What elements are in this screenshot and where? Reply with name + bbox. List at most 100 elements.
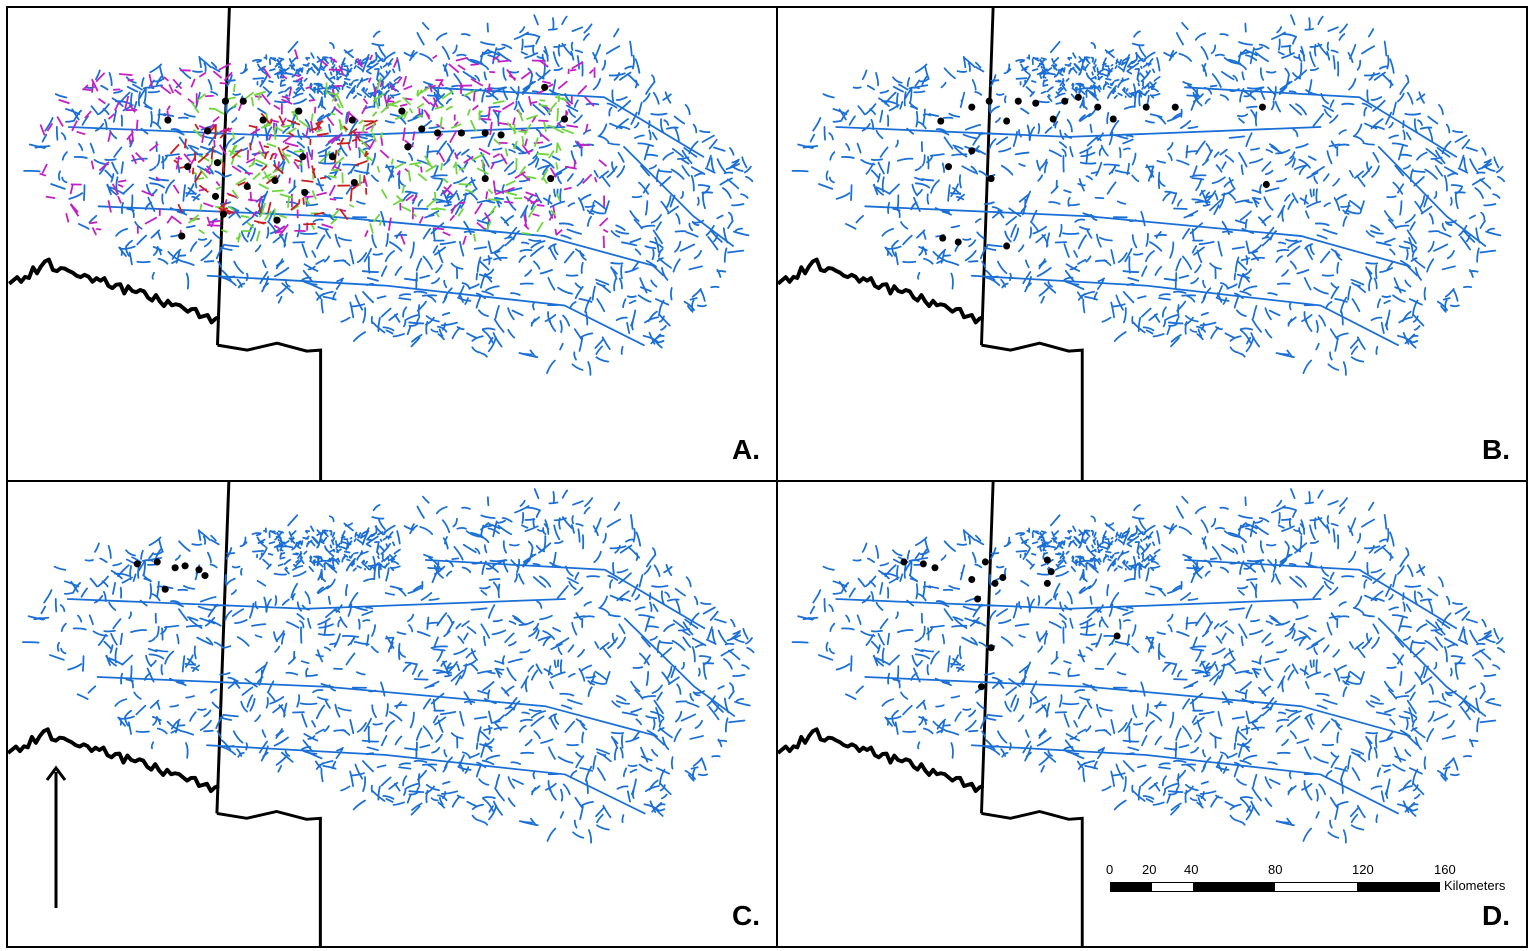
- occurrence-point: [987, 644, 995, 652]
- occurrence-point: [271, 176, 279, 185]
- occurrence-point: [259, 116, 267, 124]
- occurrence-point: [1061, 97, 1069, 105]
- occurrence-point: [1014, 97, 1022, 105]
- scale-bar-segments: [1110, 882, 1440, 892]
- occurrence-point: [153, 558, 161, 566]
- occurrence-point: [273, 216, 281, 224]
- occurrence-point: [213, 159, 222, 167]
- occurrence-point: [954, 238, 962, 246]
- occurrence-point: [968, 575, 976, 583]
- occurrence-point: [1043, 579, 1051, 587]
- scale-tick-120: 120: [1352, 862, 1374, 877]
- occurrence-point: [161, 585, 169, 593]
- occurrence-point: [919, 560, 927, 568]
- occurrence-point: [974, 595, 982, 603]
- scale-bar: 0 20 40 80 120 160 Kilometers: [1104, 862, 1524, 902]
- occurrence-point: [348, 116, 356, 124]
- scale-tick-20: 20: [1142, 862, 1157, 877]
- occurrence-point: [1094, 103, 1102, 111]
- scale-segment: [1193, 883, 1275, 891]
- occurrence-point: [937, 117, 945, 125]
- scale-segment: [1111, 883, 1152, 891]
- occurrence-point: [945, 163, 953, 171]
- occurrence-point: [133, 560, 141, 568]
- stream-category-green: [187, 77, 575, 243]
- map-panel-b: B.: [776, 6, 1528, 482]
- occurrence-point: [1113, 632, 1121, 640]
- occurrence-point: [181, 562, 189, 570]
- occurrence-point: [221, 97, 229, 105]
- occurrence-point: [457, 129, 465, 137]
- occurrence-point: [1171, 103, 1179, 111]
- occurrence-point: [977, 683, 985, 691]
- map-panel-c: C.: [6, 480, 778, 948]
- scale-segment: [1275, 883, 1357, 891]
- occurrence-point: [1003, 242, 1011, 250]
- stream-category-red: [169, 112, 378, 226]
- occurrence-point: [195, 566, 203, 574]
- stream-category-magenta: [39, 49, 609, 249]
- scale-segment: [1152, 883, 1193, 891]
- scale-segment: [1357, 883, 1439, 891]
- occurrence-point: [1032, 99, 1040, 107]
- occurrence-point: [350, 178, 358, 187]
- occurrence-point: [481, 174, 489, 183]
- occurrence-point: [219, 210, 227, 218]
- map-panel-d: D.: [776, 480, 1528, 948]
- panel-label-b: B.: [1482, 434, 1510, 465]
- occurrence-point: [1109, 115, 1117, 123]
- occurrence-point: [301, 188, 309, 197]
- panel-label-a: A.: [732, 434, 760, 465]
- occurrence-point: [1142, 103, 1150, 111]
- occurrence-point: [999, 574, 1007, 582]
- occurrence-point: [211, 192, 220, 200]
- occurrence-point: [328, 153, 337, 161]
- occurrence-point: [560, 115, 569, 123]
- scale-tick-40: 40: [1184, 862, 1199, 877]
- north-arrow-icon: [45, 765, 67, 908]
- occurrence-point: [1262, 180, 1270, 189]
- panel-label-c: C.: [732, 900, 760, 931]
- occurrence-point: [1047, 568, 1055, 576]
- scale-tick-80: 80: [1268, 862, 1283, 877]
- occurrence-point: [404, 143, 412, 151]
- occurrence-point: [239, 97, 247, 105]
- occurrence-point: [418, 125, 426, 133]
- scale-tick-0: 0: [1106, 862, 1114, 877]
- occurrence-point: [991, 579, 999, 587]
- stream-map-b: [778, 8, 1506, 480]
- occurrence-point: [243, 182, 251, 191]
- occurrence-point: [171, 564, 179, 572]
- stream-network: [23, 14, 754, 376]
- occurrence-point: [985, 97, 993, 105]
- occurrence-point: [295, 107, 303, 115]
- state-boundaries: [778, 482, 1084, 946]
- occurrence-point: [547, 174, 555, 183]
- occurrence-point: [497, 131, 505, 139]
- occurrence-point: [968, 103, 976, 111]
- occurrence-point: [1074, 93, 1082, 101]
- occurrence-point: [968, 147, 976, 155]
- stream-network: [22, 488, 755, 844]
- occurrence-point: [184, 163, 192, 171]
- occurrence-point: [1003, 117, 1011, 125]
- state-boundaries: [778, 8, 1084, 480]
- occurrence-point: [398, 107, 406, 115]
- occurrence-point: [203, 127, 212, 135]
- occurrence-point: [987, 174, 995, 183]
- occurrence-point: [178, 232, 186, 240]
- occurrence-point: [481, 129, 489, 137]
- occurrence-point: [1043, 556, 1051, 564]
- stream-map-c: [8, 482, 755, 946]
- map-panel-a: A.: [6, 6, 778, 482]
- occurrence-point: [931, 564, 939, 572]
- occurrence-point: [201, 572, 209, 580]
- scale-unit-label: Kilometers: [1444, 878, 1506, 893]
- occurrence-point: [164, 116, 172, 124]
- occurrence-point: [1258, 103, 1266, 111]
- stream-map-d: [778, 482, 1506, 946]
- occurrence-point: [434, 129, 442, 137]
- panel-label-d: D.: [1482, 900, 1510, 931]
- occurrence-point: [939, 234, 947, 242]
- occurrence-point: [299, 153, 307, 161]
